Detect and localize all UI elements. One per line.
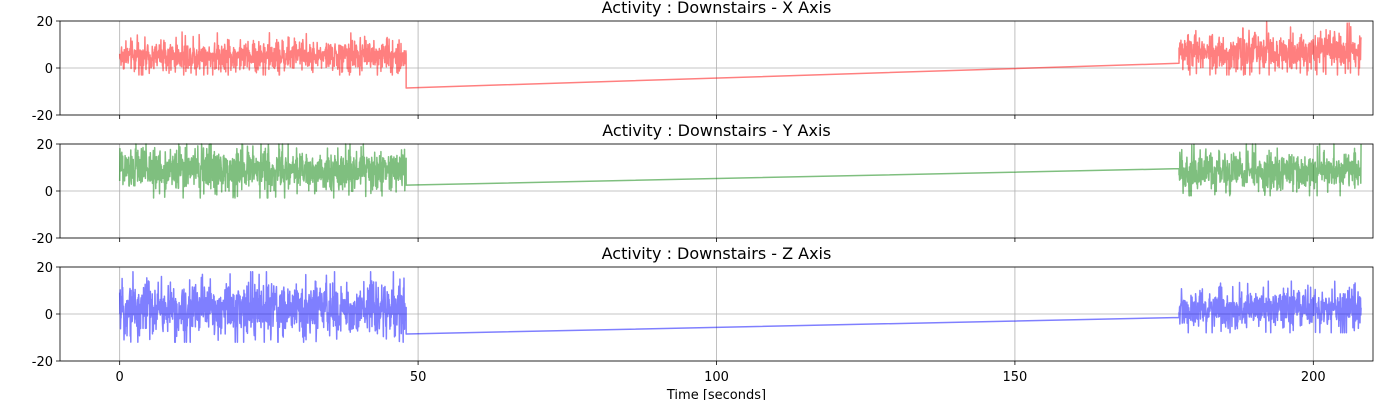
subplot-2: -20 0 20 Activity : Downstairs - Y Axis — [32, 121, 1374, 247]
y-tick-label: 0 — [45, 62, 53, 77]
x-axis-label: Time [seconds] — [666, 388, 766, 400]
chart-title: Activity : Downstairs - Z Axis — [602, 244, 832, 263]
series-line — [118, 270, 1362, 343]
chart-title: Activity : Downstairs - X Axis — [602, 0, 832, 17]
y-tick-label: 0 — [45, 185, 53, 200]
subplot-3: 0 50 100 150 200 -20 0 20 Activity : Downstairs … — [32, 244, 1374, 400]
x-tick-label: 200 — [1301, 370, 1326, 385]
x-tick-label: 0 — [116, 370, 124, 385]
x-tick-label: 100 — [704, 370, 729, 385]
y-tick-label: 20 — [36, 15, 53, 30]
series-line — [118, 143, 1362, 199]
x-tick-label: 50 — [410, 370, 427, 385]
y-tick-label: -20 — [32, 109, 53, 124]
y-tick-label: 20 — [36, 261, 53, 276]
series-line — [118, 21, 1362, 89]
subplot-1: -20 0 20 Activity : Downstairs - X Axis — [32, 0, 1374, 124]
chart-title: Activity : Downstairs - Y Axis — [602, 121, 831, 140]
y-tick-label: -20 — [32, 232, 53, 247]
y-tick-label: 0 — [45, 308, 53, 323]
x-tick-label: 150 — [1002, 370, 1027, 385]
y-tick-label: 20 — [36, 138, 53, 153]
y-tick-label: -20 — [32, 355, 53, 370]
